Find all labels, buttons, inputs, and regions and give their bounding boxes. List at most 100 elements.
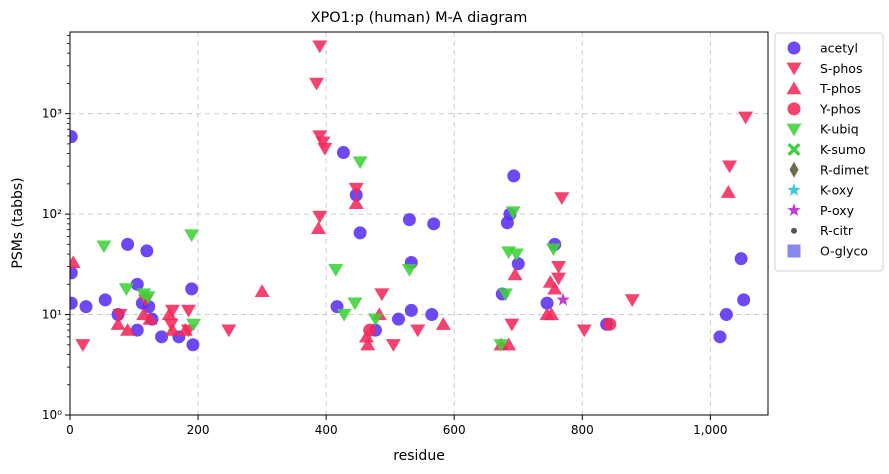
data-point-k-ubiq [352, 156, 368, 170]
data-point-acetyl [540, 296, 554, 310]
data-point-s-phos [624, 294, 640, 307]
data-point-k-ubiq [118, 283, 134, 297]
data-point-acetyl [713, 330, 727, 344]
legend-item-r-dimet: R-dimet [789, 161, 869, 178]
data-point-s-phos [385, 339, 401, 352]
data-point-t-phos [161, 307, 177, 321]
y-tick-label: 10² [42, 207, 62, 221]
data-point-t-phos [142, 312, 158, 325]
data-point-acetyl [511, 257, 525, 271]
legend-marker [787, 203, 801, 217]
data-point-t-phos [110, 317, 126, 330]
x-tick-label: 400 [315, 423, 338, 437]
legend-label: K-ubiq [820, 122, 859, 137]
legend-label: R-citr [820, 223, 854, 238]
data-point-s-phos [504, 318, 520, 332]
data-point-acetyl [121, 237, 135, 251]
chart-title: XPO1:p (human) M-A diagram [311, 10, 528, 26]
data-point-acetyl [155, 330, 169, 344]
legend: acetyl S-phos T-phos Y-phos K-ubiq K-sumo R-di… [774, 32, 884, 272]
data-point-acetyl [392, 312, 406, 326]
data-point-k-ubiq [336, 308, 352, 322]
data-point-t-phos [507, 267, 523, 281]
data-point-t-phos [254, 284, 270, 298]
data-point-s-phos [374, 288, 390, 302]
data-point-k-ubiq [505, 206, 521, 220]
legend-label: Y-phos [819, 101, 861, 116]
data-point-k-ubiq [96, 240, 112, 254]
data-point-t-phos [164, 322, 180, 336]
data-point-acetyl [140, 244, 154, 258]
x-tick-label: 600 [443, 423, 466, 437]
data-point-acetyl [130, 277, 144, 291]
legend-box [774, 32, 884, 272]
data-point-s-phos [163, 318, 179, 332]
data-point-acetyl [70, 266, 78, 280]
data-point-acetyl [70, 130, 78, 144]
data-point-k-ubiq [493, 339, 509, 352]
data-point-t-phos [177, 322, 193, 336]
y-tick-label: 10⁰ [42, 408, 62, 422]
x-tick-label: 800 [571, 423, 594, 437]
data-point-k-ubiq [347, 297, 363, 311]
data-point-acetyl [336, 146, 350, 160]
data-point-s-phos [738, 111, 754, 125]
data-point-s-phos [312, 40, 328, 54]
legend-marker [787, 143, 801, 156]
data-point-s-phos [576, 324, 592, 338]
x-tick-label: 1,000 [693, 423, 727, 437]
y-tick-label: 10³ [42, 107, 62, 121]
legend-label: P-oxy [820, 203, 855, 218]
data-point-s-phos [312, 210, 328, 224]
legend-label: R-dimet [820, 162, 869, 177]
data-point-t-phos [360, 337, 376, 351]
data-point-k-ubiq [545, 243, 561, 257]
legend-item-k-ubiq: K-ubiq [786, 122, 859, 137]
data-point-t-phos [358, 329, 374, 343]
data-point-y-phos [363, 323, 377, 337]
legend-marker [791, 227, 797, 234]
y-axis-label: PSMs (tabbs) [10, 177, 26, 268]
data-point-acetyl [402, 213, 416, 227]
data-point-k-ubiq [367, 313, 383, 327]
legend-label: O-glyco [820, 244, 868, 259]
data-point-acetyl [353, 226, 367, 240]
data-point-acetyl [427, 217, 441, 231]
legend-label: S-phos [820, 61, 862, 76]
grid-layer [70, 32, 768, 415]
legend-marker [789, 161, 799, 178]
data-point-k-ubiq [184, 229, 200, 243]
legend-item-p-oxy: P-oxy [787, 203, 855, 218]
legend-item-y-phos: Y-phos [787, 101, 861, 116]
data-point-k-ubiq [497, 288, 513, 302]
legend-marker [787, 183, 801, 196]
data-point-y-phos [603, 317, 617, 331]
data-point-s-phos [551, 272, 567, 286]
data-point-acetyl [79, 300, 93, 314]
legend-item-s-phos: S-phos [786, 61, 862, 76]
plot-frame [69, 31, 769, 416]
data-point-s-phos [348, 182, 364, 196]
data-point-acetyl [98, 293, 112, 307]
data-point-t-phos [120, 322, 136, 336]
data-point-acetyl [425, 308, 439, 322]
data-point-t-phos [501, 337, 517, 351]
legend-item-k-oxy: K-oxy [787, 183, 854, 198]
axis-layer: 0 200 400 600 800 1,000 10⁰ 10¹ 10² 10³ [42, 35, 728, 437]
legend-label: acetyl [820, 41, 858, 56]
legend-marker [786, 62, 802, 76]
legend-item-k-sumo: K-sumo [787, 142, 866, 157]
legend-item-o-glyco: O-glyco [787, 244, 868, 259]
data-point-s-phos [75, 339, 91, 352]
data-point-k-ubiq [328, 264, 344, 277]
data-point-acetyl [737, 293, 751, 307]
x-tick-label: 200 [187, 423, 210, 437]
legend-marker [787, 244, 801, 258]
legend-marker [787, 102, 801, 116]
data-point-k-ubiq [140, 291, 156, 304]
legend-item-acetyl: acetyl [787, 41, 858, 56]
data-point-s-phos [180, 304, 196, 318]
marks-layer [70, 40, 754, 352]
data-point-s-phos [164, 304, 180, 318]
